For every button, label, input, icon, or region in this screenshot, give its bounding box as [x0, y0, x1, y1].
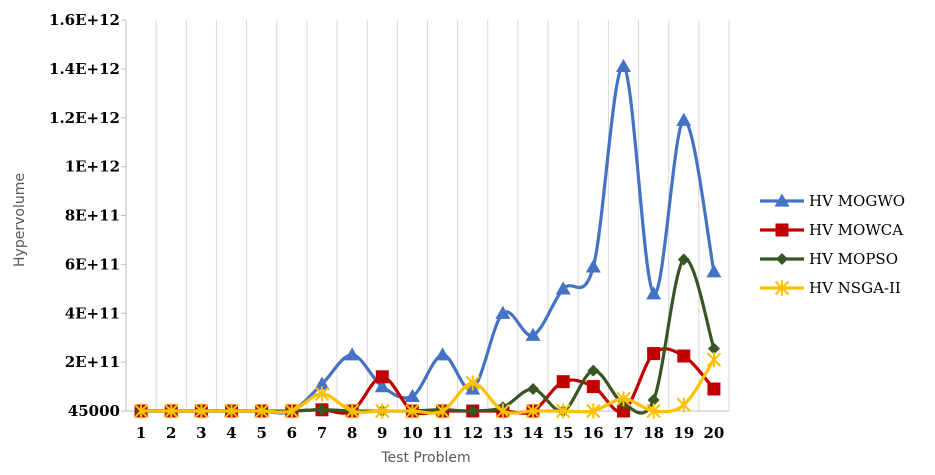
data-point: [587, 364, 600, 377]
y-tick-label: 8E+11: [65, 207, 120, 225]
x-tick-label: 10: [402, 424, 423, 442]
data-point: [405, 403, 420, 419]
data-point: [314, 376, 330, 390]
x-tick-label: 17: [613, 424, 634, 442]
data-point: [677, 253, 690, 266]
y-tick-label: 1.6E+12: [49, 11, 120, 29]
x-tick-label: 6: [287, 424, 297, 442]
data-point: [375, 370, 389, 384]
x-axis-title: Test Problem: [380, 450, 470, 466]
data-point: [495, 305, 511, 319]
data-point: [435, 347, 451, 361]
data-point: [647, 394, 660, 407]
data-point: [404, 388, 420, 402]
data-point: [706, 352, 722, 368]
data-point: [375, 403, 390, 419]
data-point: [495, 403, 511, 419]
series-layer: [133, 58, 722, 419]
data-point: [586, 380, 600, 394]
legend-item: HV NSGA-II: [760, 279, 901, 297]
x-tick-label: 15: [553, 424, 574, 442]
y-tick-label: 1.4E+12: [49, 60, 120, 78]
x-tick-label: 12: [462, 424, 483, 442]
legend-item: HV MOWCA: [760, 221, 903, 239]
x-tick-label: 11: [432, 424, 453, 442]
x-tick-label: 18: [643, 424, 664, 442]
data-point: [615, 58, 631, 73]
x-tick-label: 19: [673, 424, 694, 442]
y-tick-label: 2E+11: [65, 353, 120, 371]
data-point: [676, 397, 691, 413]
legend-label: HV NSGA-II: [809, 279, 901, 297]
data-point: [254, 403, 269, 419]
x-tick-label: 5: [256, 424, 266, 442]
series-line: [141, 358, 716, 415]
data-point: [374, 379, 390, 393]
legend-item: HV MOPSO: [760, 250, 898, 268]
data-point: [556, 375, 570, 389]
legend-label: HV MOWCA: [809, 221, 903, 239]
data-point: [435, 403, 450, 419]
legend-marker: [774, 280, 790, 296]
data-point: [677, 349, 691, 363]
data-point: [707, 382, 721, 396]
x-tick-label: 16: [583, 424, 604, 442]
tick-labels: 45000 2E+11 4E+11 6E+11 8E+11 1E+12 1.2E+12 1.4…: [49, 11, 724, 442]
data-point: [525, 327, 541, 341]
data-point: [344, 403, 360, 419]
data-point: [616, 391, 631, 407]
legend-marker: [776, 253, 788, 265]
legend: HV MOGWO HV MOWCA HV MOPSO HV NSGA-II: [760, 192, 905, 297]
y-tick-label: 1E+12: [65, 158, 120, 176]
data-point: [555, 403, 571, 419]
legend-marker: [774, 193, 790, 207]
data-point: [646, 286, 662, 300]
data-point: [525, 403, 541, 419]
data-point: [465, 375, 480, 391]
series-hv-nsga-ii: [133, 352, 722, 419]
axes: [121, 19, 729, 412]
x-tick-label: 8: [347, 424, 357, 442]
data-point: [616, 404, 630, 418]
data-point: [585, 259, 601, 273]
data-point: [676, 112, 692, 126]
y-axis-title: Hypervolume: [12, 173, 28, 267]
x-tick-label: 3: [196, 424, 206, 442]
x-tick-label: 2: [166, 424, 176, 442]
data-point: [555, 281, 571, 295]
data-point: [646, 403, 661, 419]
x-tick-label: 1: [136, 424, 146, 442]
data-point: [527, 383, 540, 396]
x-tick-label: 14: [523, 424, 544, 442]
data-point: [586, 403, 601, 419]
data-point: [707, 342, 720, 355]
y-tick-label: 4E+11: [65, 304, 120, 322]
gridlines: [125, 20, 730, 411]
y-tick-label: 1.2E+12: [49, 109, 120, 127]
data-point: [164, 403, 179, 419]
data-point: [344, 347, 360, 361]
x-tick-label: 20: [703, 424, 724, 442]
data-point: [314, 386, 330, 402]
data-point: [466, 405, 479, 417]
data-point: [706, 264, 722, 278]
x-tick-label: 9: [377, 424, 387, 442]
data-point: [315, 403, 328, 416]
data-point: [224, 403, 239, 419]
data-point: [647, 347, 661, 361]
x-tick-label: 13: [492, 424, 513, 442]
data-point: [194, 403, 209, 419]
legend-label: HV MOPSO: [809, 250, 898, 268]
y-tick-label: 6E+11: [65, 255, 120, 273]
data-point: [133, 403, 149, 419]
legend-item: HV MOGWO: [760, 192, 905, 210]
legend-label: HV MOGWO: [809, 192, 905, 210]
data-point: [284, 403, 300, 419]
x-tick-label: 4: [226, 424, 236, 442]
y-tick-label: 45000: [68, 402, 120, 420]
legend-marker: [775, 223, 789, 237]
x-tick-label: 7: [317, 424, 327, 442]
